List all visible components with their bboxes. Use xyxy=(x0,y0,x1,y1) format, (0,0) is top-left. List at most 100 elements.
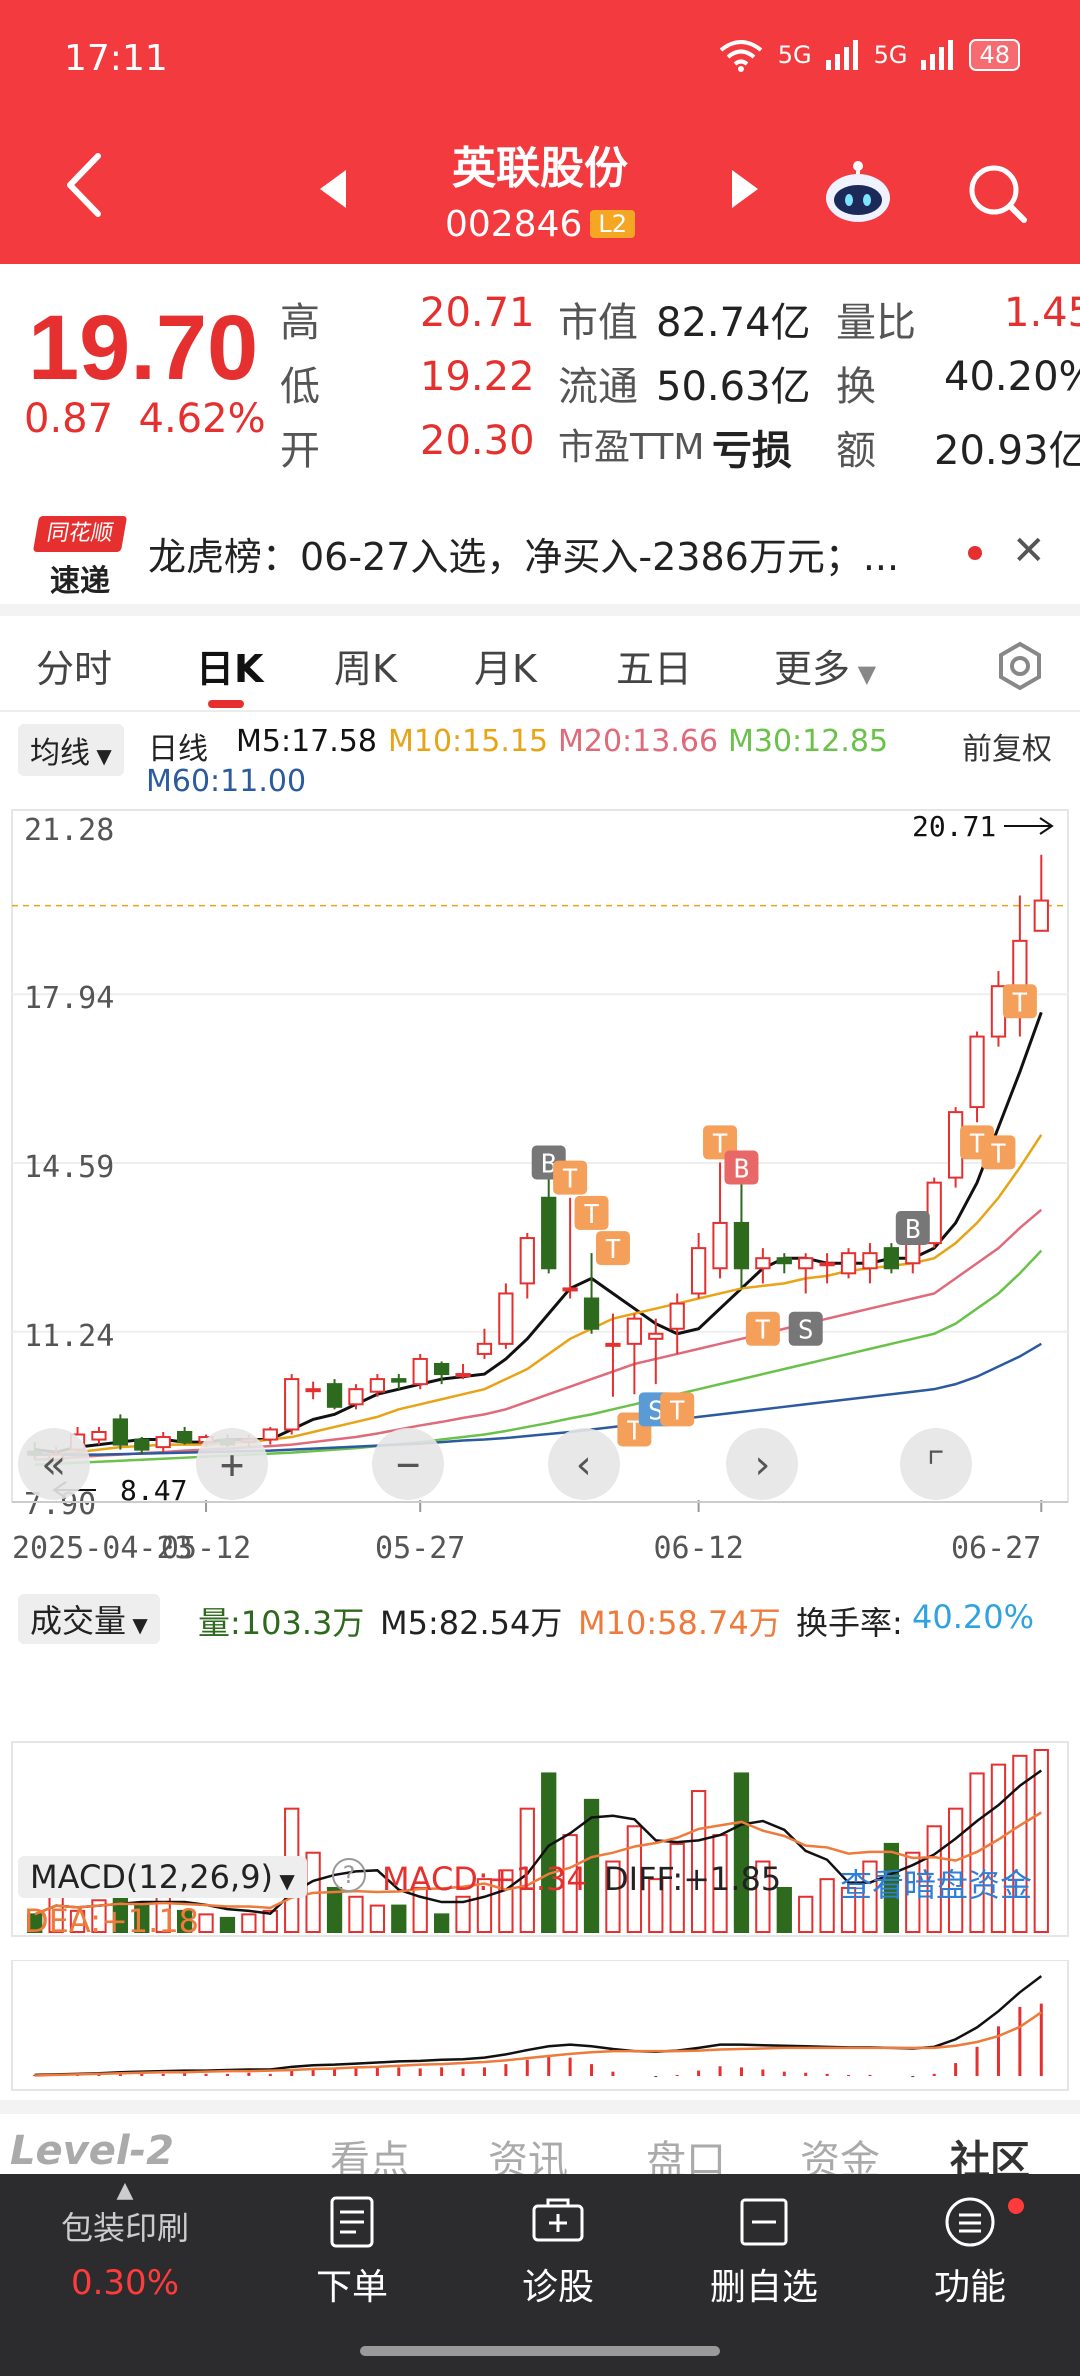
volume-bar xyxy=(605,1860,621,1933)
tab-weekly-k[interactable]: 周K xyxy=(334,647,397,691)
ma-select[interactable]: 均线 ▼ xyxy=(18,724,124,776)
candle-body xyxy=(562,1287,578,1292)
strip-highlights[interactable]: 看点 xyxy=(330,2138,410,2176)
signal-label: T xyxy=(712,1129,728,1159)
signal-label: T xyxy=(627,1416,643,1446)
candle-body xyxy=(755,1257,771,1270)
volume-bar xyxy=(348,1895,364,1934)
signal-marker xyxy=(1002,984,1037,1019)
search-icon[interactable] xyxy=(964,160,1030,226)
volume-value: 量:103.3万 xyxy=(198,1604,365,1642)
help-icon[interactable]: ? xyxy=(332,1858,366,1892)
stock-code-row: 002846 L2 xyxy=(0,204,1080,245)
ma5-value: M5:17.58 xyxy=(236,724,377,759)
settings-icon[interactable] xyxy=(994,640,1046,692)
mktcap-value: 82.74亿 xyxy=(656,300,811,346)
chevron-down-icon: ▼ xyxy=(850,660,877,688)
tab-more-label: 更多 xyxy=(774,647,851,691)
ai-robot-icon[interactable] xyxy=(822,160,894,224)
sector-widget[interactable]: ▲ 包装印刷 0.30% xyxy=(20,2178,230,2303)
adjust-mode[interactable]: 前复权 xyxy=(962,732,1052,767)
dark-pool-link[interactable]: 查看暗盘资金 xyxy=(840,1866,1033,1904)
nav-order[interactable]: 下单 xyxy=(272,2194,432,2310)
strip-funds[interactable]: 资金 xyxy=(800,2138,880,2176)
tab-five-day[interactable]: 五日 xyxy=(616,647,693,691)
news-logo: 同花顺 速递 xyxy=(32,516,128,599)
macd-chart[interactable] xyxy=(0,1960,1080,2100)
prev-stock-icon[interactable] xyxy=(318,168,348,210)
candle-body xyxy=(819,1262,835,1267)
volume-bar xyxy=(326,1886,343,1934)
signal-label: B xyxy=(905,1215,921,1245)
candle-body xyxy=(498,1292,514,1345)
diagnose-icon xyxy=(532,2198,584,2242)
macd-select[interactable]: MACD(12,26,9) ▼ xyxy=(18,1856,307,1898)
current-price: 19.70 xyxy=(28,297,259,399)
level-badge[interactable]: L2 xyxy=(590,210,636,238)
signal-label: T xyxy=(605,1235,621,1265)
news-text[interactable]: 龙虎榜：06-27入选，净买入-2386万元；... xyxy=(148,535,900,579)
zoom-in-icon[interactable]: + xyxy=(196,1428,268,1500)
y-tick-label: 17.94 xyxy=(24,981,114,1016)
pe-value: 亏损 xyxy=(712,428,792,474)
candle-body xyxy=(1033,899,1049,932)
svg-text:−: − xyxy=(396,1442,420,1488)
volume-bar xyxy=(391,1904,407,1933)
candle-body xyxy=(476,1342,493,1355)
volume-bar xyxy=(840,1886,857,1934)
back-arrow-icon[interactable] xyxy=(60,150,110,220)
strip-orderbook[interactable]: 盘口 xyxy=(646,2138,726,2176)
nav-diagnose[interactable]: 诊股 xyxy=(478,2194,638,2310)
sector-change: 0.30% xyxy=(70,2263,179,2303)
strip-news[interactable]: 资讯 xyxy=(488,2138,568,2176)
svg-text:⌜: ⌜ xyxy=(924,1442,948,1488)
tab-daily-k[interactable]: 日K xyxy=(196,647,264,691)
candle-body xyxy=(798,1257,814,1270)
volume-bar xyxy=(455,1895,471,1934)
nav-functions[interactable]: 功能 xyxy=(890,2194,1050,2310)
fullscreen-icon[interactable]: ⌜ xyxy=(900,1428,972,1500)
vol-ratio-label: 量比 xyxy=(836,300,916,346)
next-stock-icon[interactable] xyxy=(730,168,760,210)
macd-legend: MACD(12,26,9) ▼ ? MACD:+1.34 DIFF:+1.85 … xyxy=(0,1856,1080,1956)
scroll-left-icon[interactable]: ‹ xyxy=(548,1428,620,1500)
volume-bar xyxy=(626,1825,643,1933)
diff-value: DIFF:+1.85 xyxy=(604,1860,782,1898)
candle-body xyxy=(326,1383,343,1408)
strip-level2[interactable]: Level-2 xyxy=(10,2128,174,2174)
expand-left-icon[interactable]: « xyxy=(18,1428,90,1500)
candle-body xyxy=(862,1252,878,1270)
volume-bar xyxy=(648,1878,664,1933)
news-ticker[interactable]: 同花顺 速递 龙虎榜：06-27入选，净买入-2386万元；... ✕ xyxy=(0,504,1080,600)
macd-value: MACD:+1.34 xyxy=(382,1860,587,1898)
bottom-nav: ▲ 包装印刷 0.30% 下单 诊股 删自选 功能 xyxy=(0,2174,1080,2376)
strip-community[interactable]: 社区 xyxy=(950,2138,1030,2176)
tab-monthly-k[interactable]: 月K xyxy=(474,647,537,691)
svg-text:«: « xyxy=(42,1442,66,1488)
dea-line xyxy=(34,2011,1042,2077)
scroll-right-icon[interactable]: › xyxy=(726,1428,798,1500)
tab-intraday[interactable]: 分时 xyxy=(36,647,113,691)
candle-body xyxy=(391,1378,407,1383)
home-indicator xyxy=(360,2346,720,2356)
volume-select[interactable]: 成交量 ▼ xyxy=(18,1594,160,1644)
tab-more[interactable]: 更多 ▼ xyxy=(774,638,876,693)
candle-body xyxy=(648,1332,664,1340)
news-logo-line2: 速递 xyxy=(50,564,110,599)
volume-m5: M5:82.54万 xyxy=(380,1604,563,1642)
zoom-out-icon[interactable]: − xyxy=(372,1428,444,1500)
nav-remove-watchlist[interactable]: 删自选 xyxy=(684,2194,844,2310)
volume-chart[interactable] xyxy=(0,1740,1080,1940)
candle-body xyxy=(134,1438,150,1451)
y-tick-label: 21.28 xyxy=(24,813,114,848)
candle-body xyxy=(519,1237,535,1285)
close-icon[interactable]: ✕ xyxy=(1012,528,1046,574)
low-label: 低 xyxy=(280,364,320,410)
signal-marker xyxy=(724,1150,759,1185)
ma30-value: M30:12.85 xyxy=(728,724,889,759)
svg-text:‹: ‹ xyxy=(572,1442,596,1488)
signal-icon xyxy=(825,40,858,70)
volume-bar xyxy=(733,1772,750,1933)
volume-select-label: 成交量 xyxy=(30,1602,127,1640)
